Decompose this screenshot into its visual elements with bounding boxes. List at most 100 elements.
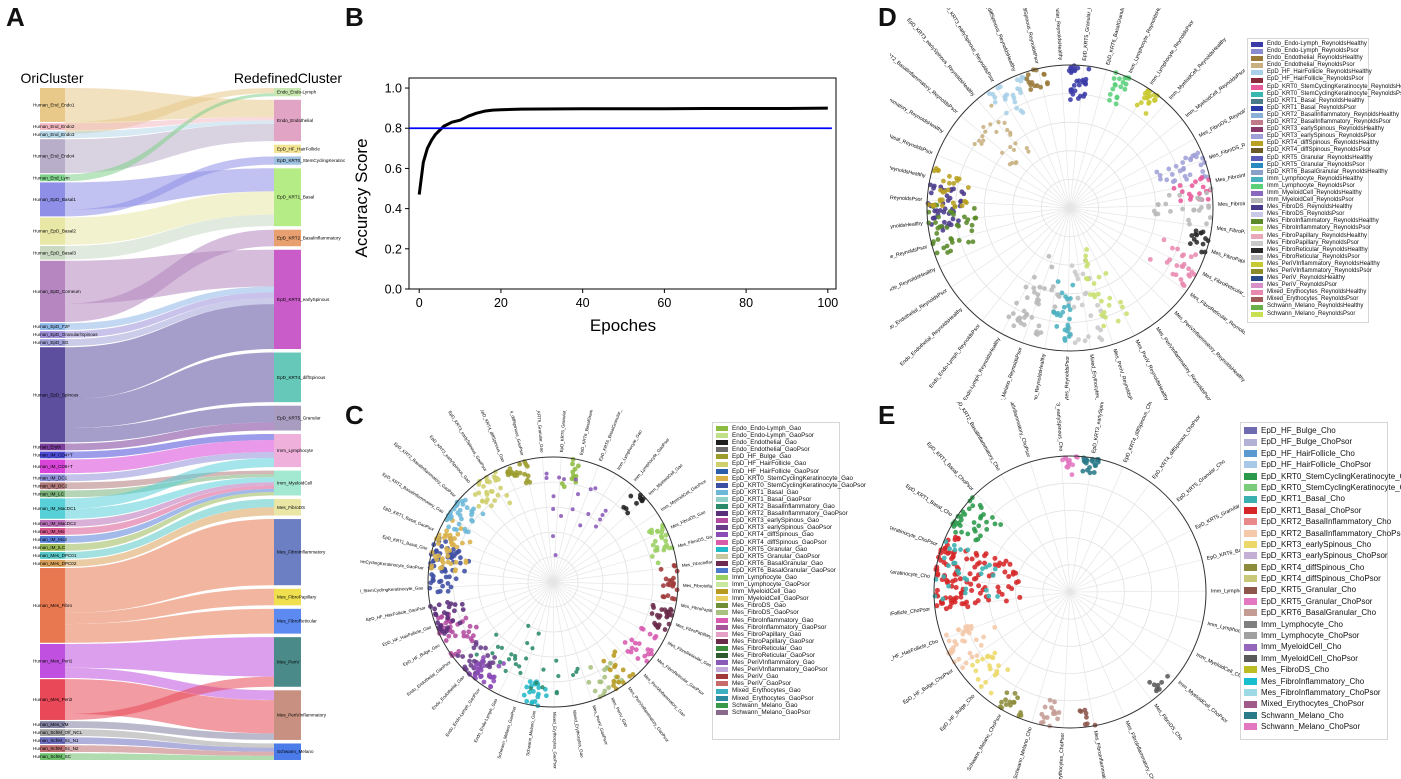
data-point bbox=[459, 601, 465, 607]
data-point bbox=[1004, 92, 1010, 98]
data-point bbox=[1193, 231, 1199, 237]
data-point bbox=[494, 632, 499, 637]
grid-spoke bbox=[552, 581, 664, 641]
data-point bbox=[654, 528, 660, 534]
legend-entry: Mixed_Erythocytes_ChoPsor bbox=[1244, 698, 1384, 709]
legend-swatch bbox=[1244, 598, 1257, 606]
data-point bbox=[1107, 295, 1113, 301]
axis-label: Mes_FibroInflammatory_ReynoldsPsor bbox=[1218, 200, 1245, 208]
grid-spoke bbox=[1069, 591, 1175, 680]
panel-label-d: D bbox=[878, 2, 897, 32]
data-point bbox=[495, 644, 501, 649]
data-point bbox=[1020, 110, 1026, 115]
data-point bbox=[443, 638, 449, 643]
data-point bbox=[971, 520, 977, 525]
data-point bbox=[939, 600, 945, 606]
data-point bbox=[1075, 295, 1081, 301]
axis-label: EpD_KRT5_Granular_ReynoldsHealthy bbox=[1051, 8, 1063, 61]
data-point bbox=[1059, 290, 1065, 296]
data-point bbox=[988, 122, 993, 127]
legend-entry: EpD_KRT0_StemCyclingKeratinocyte_Reynold… bbox=[1251, 91, 1401, 98]
legend-swatch bbox=[1251, 247, 1263, 253]
data-point bbox=[1143, 111, 1149, 116]
legend-entry: EpD_KRT0_StemCyclingKeratinocyte_Reynold… bbox=[1251, 84, 1401, 91]
data-point bbox=[620, 667, 626, 673]
data-point bbox=[1012, 99, 1018, 105]
data-point bbox=[531, 688, 536, 694]
data-point bbox=[1002, 120, 1007, 125]
data-point bbox=[463, 615, 469, 621]
grid-spoke bbox=[1062, 591, 1071, 728]
axis-label: Mixed_Erythocytes_ReynoldsPsor bbox=[1064, 356, 1071, 400]
data-point bbox=[460, 654, 466, 659]
data-point bbox=[430, 576, 436, 582]
axis-label: Mes_PeriV_GaoPsor bbox=[591, 705, 609, 746]
data-point bbox=[1198, 162, 1204, 168]
data-point bbox=[512, 472, 518, 478]
data-point bbox=[634, 500, 639, 506]
legend-label: Mes_FibroInflammatory_Cho bbox=[1261, 676, 1365, 686]
legend-label: Mes_FibroInflammatory_ReynoldsPsor bbox=[1267, 225, 1371, 232]
grid-spoke bbox=[1037, 68, 1071, 209]
sankey-left-node-label: Human_IM_CD4+T bbox=[33, 452, 73, 457]
legend-swatch bbox=[1251, 191, 1263, 197]
sankey-right-node bbox=[274, 405, 301, 431]
sankey-left-node bbox=[40, 721, 65, 728]
data-point bbox=[465, 529, 471, 535]
data-point bbox=[575, 463, 581, 469]
y-tick-label: 0.8 bbox=[385, 122, 402, 136]
data-point bbox=[1166, 166, 1172, 172]
legend-swatch bbox=[1244, 666, 1257, 674]
legend-label: EpD_KRT2_BasalInflammatory_ReynoldsHealt… bbox=[1267, 111, 1399, 118]
grid-spoke bbox=[516, 581, 554, 702]
data-point bbox=[986, 91, 992, 97]
sankey-left-node bbox=[40, 552, 65, 559]
data-point bbox=[455, 653, 461, 659]
data-point bbox=[600, 513, 605, 518]
legend-swatch bbox=[716, 489, 728, 495]
grid-spoke bbox=[552, 581, 593, 701]
data-point bbox=[1174, 263, 1180, 268]
data-point bbox=[480, 511, 486, 517]
data-point bbox=[1198, 205, 1204, 210]
data-point bbox=[507, 500, 513, 506]
sankey-left-node bbox=[40, 536, 65, 543]
axis-label: Mixed_Erythocytes_Gao bbox=[572, 710, 585, 759]
axis-label: EpD_HF_Bulge_Gao bbox=[402, 642, 441, 667]
data-point bbox=[1010, 569, 1016, 575]
data-point bbox=[523, 461, 529, 467]
sankey-flow bbox=[65, 485, 274, 535]
data-point bbox=[1023, 284, 1029, 290]
data-point bbox=[491, 678, 497, 684]
grid-spoke bbox=[552, 581, 641, 672]
data-point bbox=[1179, 189, 1185, 195]
data-point bbox=[983, 587, 989, 593]
data-point bbox=[445, 588, 451, 594]
panel-label-b: B bbox=[345, 2, 364, 32]
legend-swatch bbox=[716, 511, 728, 517]
axis-label: Mes_PeriV_ReynoldsHealthy bbox=[1134, 339, 1170, 400]
data-point bbox=[1024, 295, 1030, 301]
sankey-left-node-label: Human_IM_DC1 bbox=[33, 475, 68, 480]
data-point bbox=[965, 531, 971, 537]
data-point bbox=[456, 548, 462, 554]
grid-spoke bbox=[552, 581, 574, 706]
data-point bbox=[598, 517, 603, 522]
data-point bbox=[996, 589, 1002, 595]
data-point bbox=[496, 663, 502, 669]
legend-entry: EpD_KRT0_StemCyclingKeratinocyte_ChoPsor bbox=[1244, 482, 1401, 493]
data-point bbox=[1200, 169, 1206, 174]
data-point bbox=[996, 119, 1001, 125]
axis-label: EpD_KRT4_diffSpinous_Gao bbox=[479, 410, 506, 463]
data-point bbox=[981, 138, 986, 143]
data-point bbox=[453, 576, 459, 582]
data-point bbox=[992, 521, 998, 527]
panel-label-e: E bbox=[878, 400, 896, 430]
data-point bbox=[983, 564, 989, 570]
data-point bbox=[1008, 702, 1013, 708]
data-point bbox=[988, 690, 994, 696]
data-point bbox=[525, 640, 530, 646]
legend-entry: Mes_PeriVInflammatory_ReynoldsPsor bbox=[1251, 268, 1372, 275]
legend-swatch bbox=[716, 610, 728, 616]
legend-label: Mes_FibroReticular_ReynoldsHealthy bbox=[1267, 246, 1368, 253]
